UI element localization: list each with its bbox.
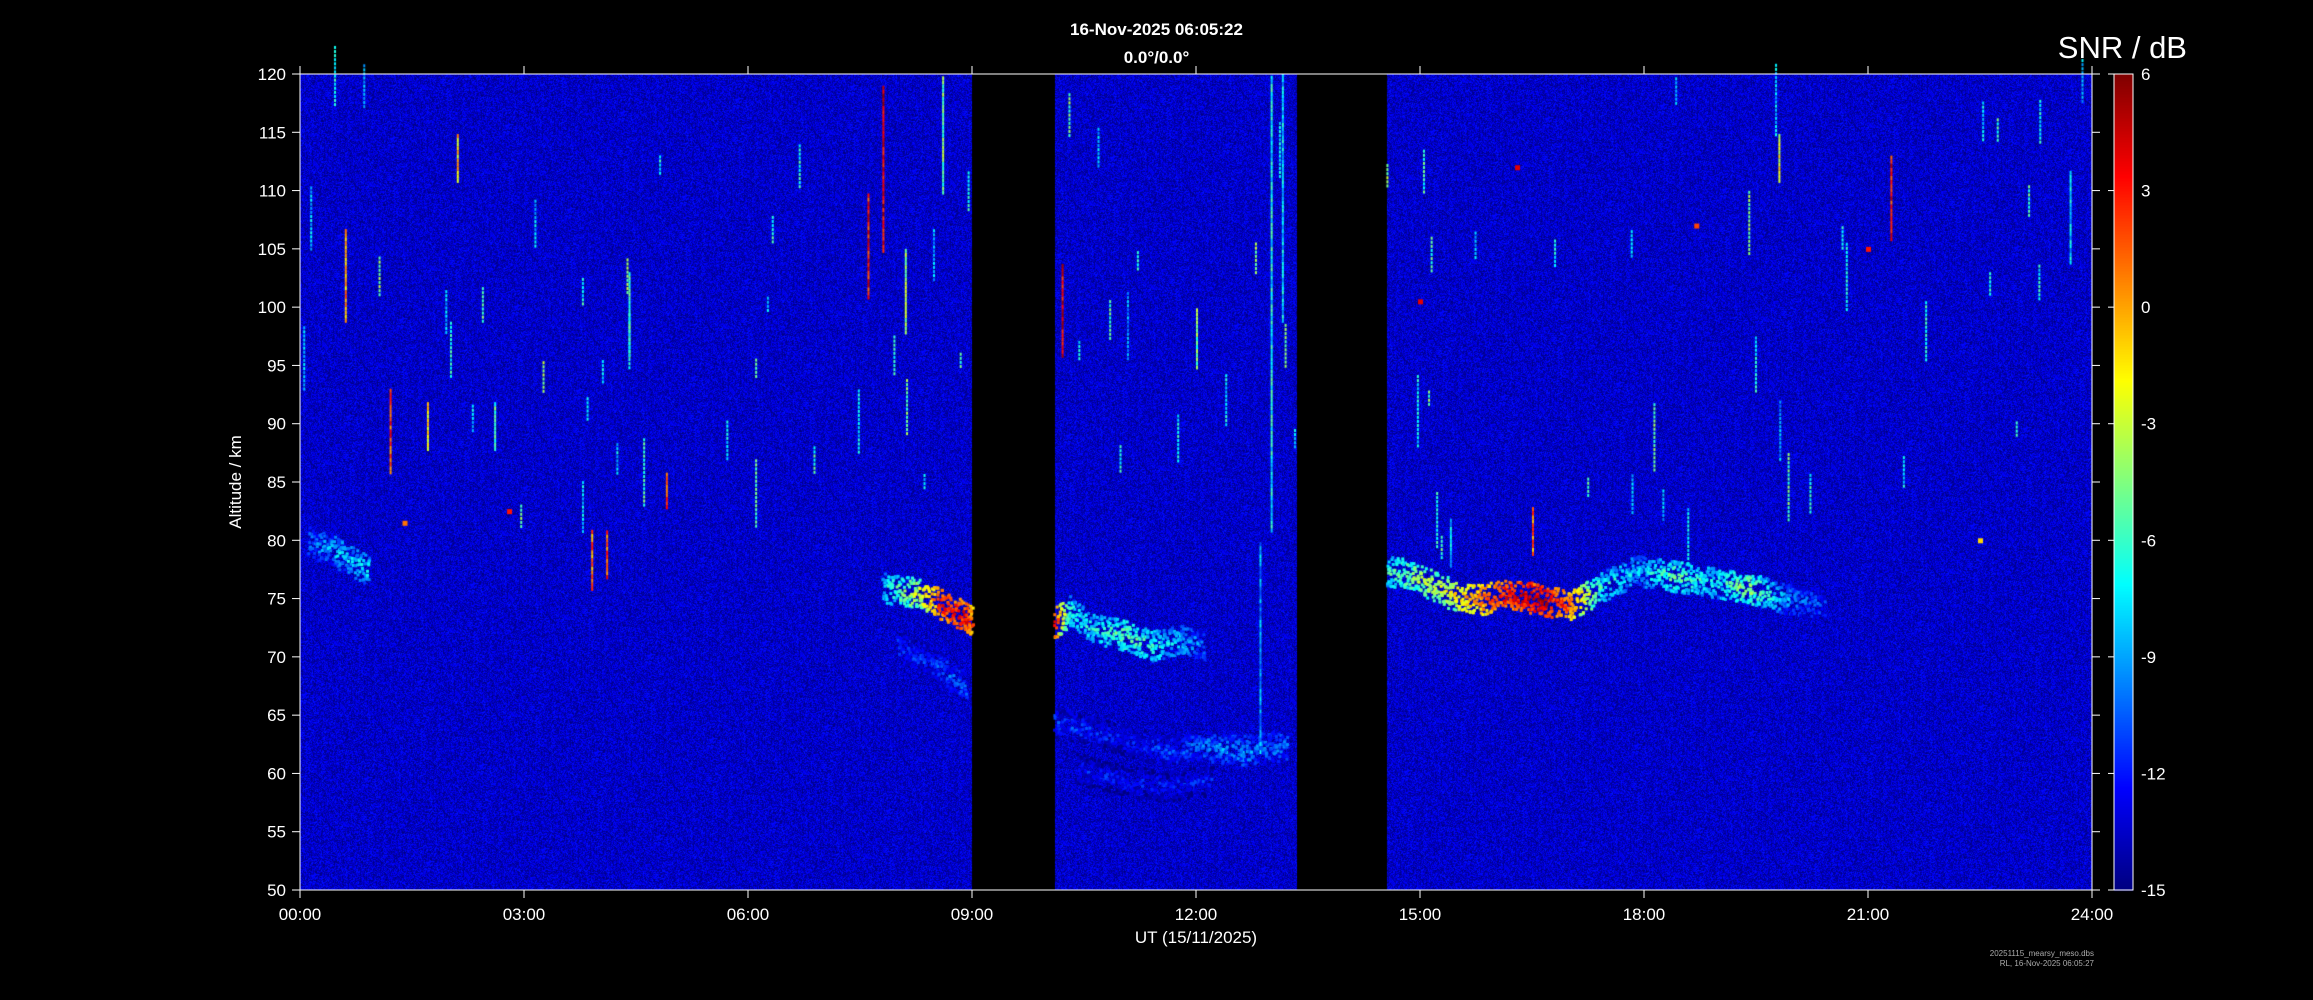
x-tick-label: 21:00 <box>1847 905 1890 924</box>
y-tick-label: 100 <box>258 298 286 317</box>
y-tick-label: 70 <box>267 648 286 667</box>
footer-file: 20251115_mearsy_meso.dbs <box>1989 949 2094 958</box>
x-tick-label: 12:00 <box>1175 905 1218 924</box>
y-tick-label: 80 <box>267 531 286 550</box>
x-tick-label: 09:00 <box>951 905 994 924</box>
y-tick-label: 110 <box>259 182 286 201</box>
colorbar-tick-label: 0 <box>2141 298 2150 317</box>
x-tick-label: 00:00 <box>279 905 322 924</box>
y-tick-label: 60 <box>267 764 286 783</box>
y-tick-label: 55 <box>267 823 286 842</box>
colorbar-tick-label: -6 <box>2141 531 2156 550</box>
plot-frame <box>299 73 2093 891</box>
colorbar-tick-label: -9 <box>2141 648 2156 667</box>
x-tick-label: 03:00 <box>503 905 546 924</box>
colorbar-tick-label: 3 <box>2141 182 2150 201</box>
colorbar-title: SNR / dB <box>2057 30 2187 65</box>
y-tick-label: 105 <box>258 240 286 259</box>
y-tick-label: 90 <box>267 415 286 434</box>
y-tick-label: 85 <box>267 473 286 492</box>
y-tick-label: 120 <box>258 65 286 84</box>
y-tick-label: 50 <box>267 881 286 900</box>
colorbar-tick-label: -3 <box>2141 415 2156 434</box>
colorbar-tick-label: -15 <box>2141 881 2166 900</box>
colorbar-tick-label: -12 <box>2141 764 2166 783</box>
colorbar-tick-label: 6 <box>2141 65 2150 84</box>
colorbar-frame <box>2113 73 2134 891</box>
plot-angles: 0.0°/0.0° <box>1123 48 1190 67</box>
y-tick-label: 115 <box>259 123 286 142</box>
x-tick-label: 24:00 <box>2071 905 2114 924</box>
x-tick-label: 15:00 <box>1399 905 1442 924</box>
footer-stamp: RL, 16-Nov-2025 06:05:27 <box>1999 959 2094 968</box>
y-tick-label: 65 <box>267 706 286 725</box>
y-axis-label: Altitude / km <box>226 435 245 529</box>
x-tick-label: 06:00 <box>727 905 770 924</box>
y-tick-label: 95 <box>267 356 286 375</box>
y-tick-label: 75 <box>267 590 286 609</box>
plot-timestamp: 16-Nov-2025 06:05:22 <box>1070 20 1243 39</box>
x-tick-label: 18:00 <box>1623 905 1666 924</box>
x-axis-label: UT (15/11/2025) <box>1135 928 1257 947</box>
